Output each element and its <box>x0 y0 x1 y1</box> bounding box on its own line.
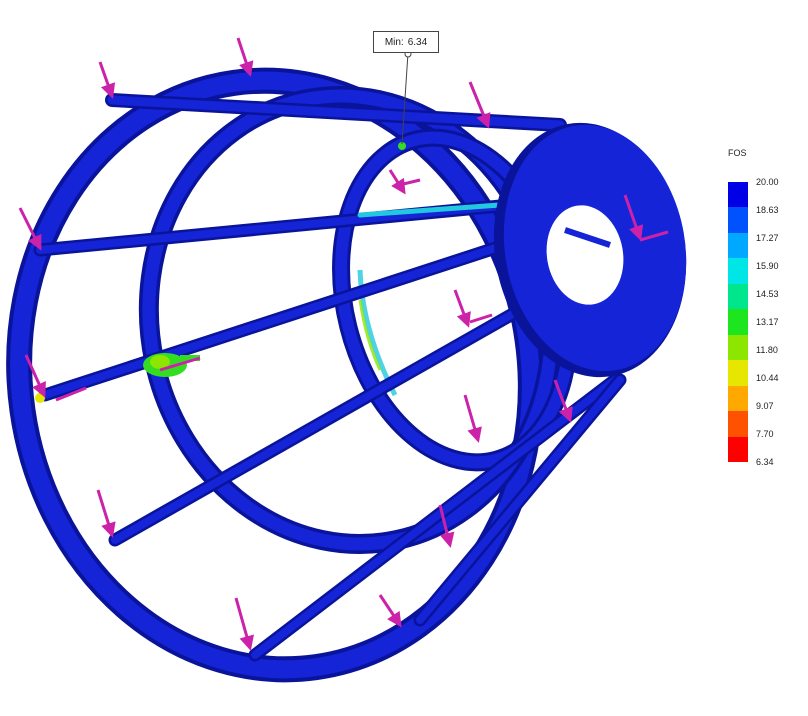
legend-tick-label: 17.27 <box>756 233 779 243</box>
legend-color-segment <box>728 207 748 233</box>
fos-legend: FOS 20.00 18.63 17.27 15.90 14.53 13.17 11.80 1… <box>720 148 800 478</box>
legend-colorbar <box>728 182 748 462</box>
legend-color-segment <box>728 360 748 386</box>
legend-color-segment <box>728 436 748 462</box>
legend-color-segment <box>728 309 748 335</box>
legend-color-segment <box>728 385 748 412</box>
legend-tick-label: 11.80 <box>756 345 778 355</box>
legend-tick-label: 14.53 <box>756 289 779 299</box>
legend-tick-label: 6.34 <box>756 457 774 467</box>
legend-tick-label: 18.63 <box>756 205 779 215</box>
legend-tick-label: 7.70 <box>756 429 774 439</box>
legend-tick-label: 15.90 <box>756 261 779 271</box>
legend-color-segment <box>728 232 748 259</box>
min-label-value: 6.34 <box>407 36 428 48</box>
legend-color-segment <box>728 334 748 361</box>
min-probe-label[interactable]: Min: 6.34 <box>373 31 439 53</box>
load-arrows <box>18 37 669 651</box>
legend-tick-label: 10.44 <box>756 373 779 383</box>
legend-title: FOS <box>728 148 747 158</box>
min-leader-line <box>401 52 409 145</box>
legend-tick-label: 13.17 <box>756 317 779 327</box>
legend-tick-label: 20.00 <box>756 177 779 187</box>
legend-color-segment <box>728 283 748 310</box>
legend-tick-label: 9.07 <box>756 401 774 411</box>
min-label-prefix: Min: <box>384 36 404 48</box>
legend-color-segment <box>728 182 748 208</box>
legend-color-segment <box>728 258 748 284</box>
end-flange <box>493 122 687 378</box>
struts <box>33 93 627 662</box>
large-ring <box>6 67 544 683</box>
legend-color-segment <box>728 411 748 437</box>
